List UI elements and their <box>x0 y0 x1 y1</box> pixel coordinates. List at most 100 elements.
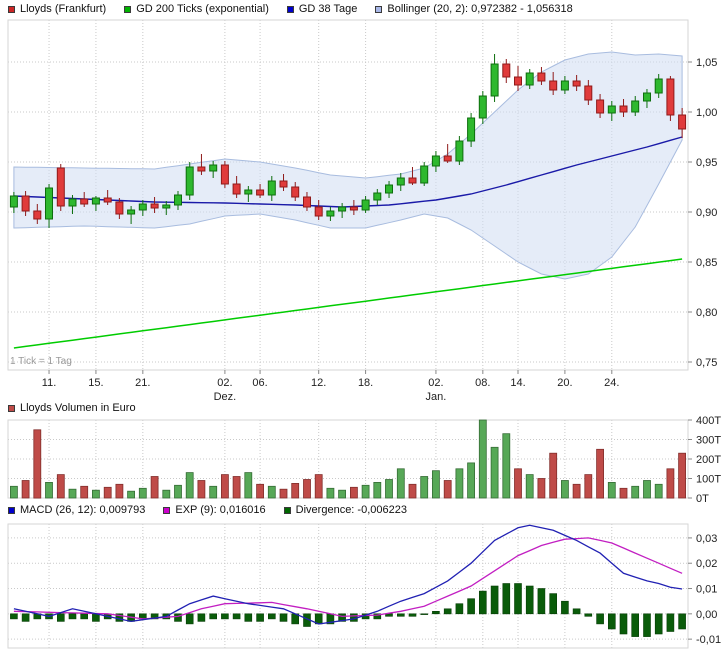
volume-bar <box>127 490 135 499</box>
legend-item: Lloyds (Frankfurt) <box>8 3 106 15</box>
volume-bar <box>678 452 686 499</box>
candle-body <box>279 180 288 188</box>
candle-body <box>91 197 100 205</box>
legend-color-swatch-icon <box>163 506 171 514</box>
candle-body <box>326 210 335 217</box>
volume-bar <box>455 468 464 499</box>
volume-bar <box>349 486 358 499</box>
volume-bar <box>596 448 604 499</box>
legend-color-swatch-icon <box>124 5 132 13</box>
volume-bar <box>56 474 65 499</box>
divergence-bar <box>174 613 182 622</box>
volume-y-axis-label: 300T <box>696 435 721 447</box>
candle-body <box>584 85 593 101</box>
legend-item: EXP (9): 0,016016 <box>163 504 266 516</box>
volume-bar <box>443 480 452 499</box>
legend-item: Lloyds Volumen in Euro <box>8 402 136 414</box>
candle-body <box>596 99 605 114</box>
candle-body <box>232 183 241 195</box>
legend-item: Bollinger (20, 2): 0,972382 - 1,056318 <box>375 3 573 15</box>
volume-bar <box>326 487 335 499</box>
legend-label: Bollinger (20, 2): 0,972382 - 1,056318 <box>387 3 573 15</box>
divergence-bar <box>467 598 475 615</box>
divergence-bar <box>502 583 511 615</box>
volume-bar <box>607 482 616 499</box>
candle-body <box>490 63 499 97</box>
volume-chart: 400T 300T 200T 100T 0T <box>7 415 721 505</box>
volume-bar <box>385 479 393 499</box>
volume-bar <box>373 482 382 499</box>
month-label: Jan. <box>426 391 447 403</box>
volume-bar <box>361 484 370 499</box>
legend-color-swatch-icon <box>283 506 291 514</box>
candle-body <box>408 177 417 184</box>
volume-bar <box>572 483 581 499</box>
candle-body <box>678 114 687 130</box>
macd-legend: MACD (26, 12): 0,009793 EXP (9): 0,016016… <box>8 504 425 516</box>
divergence-bar <box>619 613 628 635</box>
legend-label: Lloyds (Frankfurt) <box>20 3 107 15</box>
volume-bar <box>9 485 18 499</box>
macd-line <box>13 524 683 625</box>
volume-bar <box>643 480 651 499</box>
macd-y-axis-label: 0,03 <box>696 533 717 545</box>
x-axis-label: 02. <box>428 377 443 389</box>
gd200-line <box>13 258 683 349</box>
candle-body <box>138 203 147 211</box>
candle-body <box>303 196 311 208</box>
volume-bar <box>314 474 323 499</box>
candle-body <box>33 210 42 220</box>
divergence-bar <box>455 603 464 615</box>
candle-body <box>537 72 546 82</box>
volume-bar <box>478 419 487 499</box>
macd-y-axis-label: 0,00 <box>696 609 717 621</box>
divergence-bar <box>267 613 276 620</box>
legend-color-swatch-icon <box>8 404 15 412</box>
volume-bar <box>103 486 112 499</box>
volume-bar <box>209 485 218 499</box>
candle-body <box>209 164 218 172</box>
x-axis-label: 24. <box>604 377 619 389</box>
candle-body <box>185 166 194 196</box>
divergence-bar <box>68 613 77 620</box>
volume-bar <box>185 472 194 499</box>
x-axis-label: 15. <box>88 377 103 389</box>
candle-body <box>45 187 53 220</box>
candle-body <box>373 192 382 201</box>
volume-bar <box>631 485 640 499</box>
divergence-bar <box>21 613 30 622</box>
candle-body <box>631 100 640 113</box>
volume-bar <box>279 488 288 499</box>
volume-bar <box>68 488 77 499</box>
legend-label: Divergence: -0,006223 <box>295 504 407 516</box>
legend-item: GD 200 Ticks (exponential) <box>124 3 269 15</box>
price-y-axis-label: 1,00 <box>696 107 717 119</box>
candle-body <box>162 204 171 209</box>
candle-body <box>197 166 206 172</box>
price-chart: 1,05 1,00 0,95 0,90 0,85 0,80 0,75 11. 15. 21. 02.… <box>7 19 717 403</box>
candle-body <box>68 198 77 207</box>
volume-bar <box>514 468 522 499</box>
divergence-bar <box>514 583 522 615</box>
candle-body <box>572 80 581 87</box>
volume-bar <box>115 483 124 499</box>
candle-body <box>291 186 300 198</box>
gd38-line <box>13 136 683 208</box>
x-axis-label: 11. <box>42 377 56 389</box>
candle-body <box>80 198 89 205</box>
candle-body <box>443 155 452 162</box>
x-axis-label: 20. <box>557 377 572 389</box>
x-axis-label: 12. <box>311 377 326 389</box>
month-label: Dez. <box>214 391 237 403</box>
divergence-bar <box>572 608 581 615</box>
volume-bar <box>256 483 265 499</box>
volume-bar <box>197 480 206 499</box>
volume-bar <box>45 482 53 499</box>
divergence-bar <box>490 585 499 615</box>
volume-bar <box>174 484 182 499</box>
candle-body <box>174 194 182 206</box>
legend-label: GD 200 Ticks (exponential) <box>136 3 269 15</box>
volume-bar <box>549 452 558 499</box>
candle-body <box>256 189 265 196</box>
